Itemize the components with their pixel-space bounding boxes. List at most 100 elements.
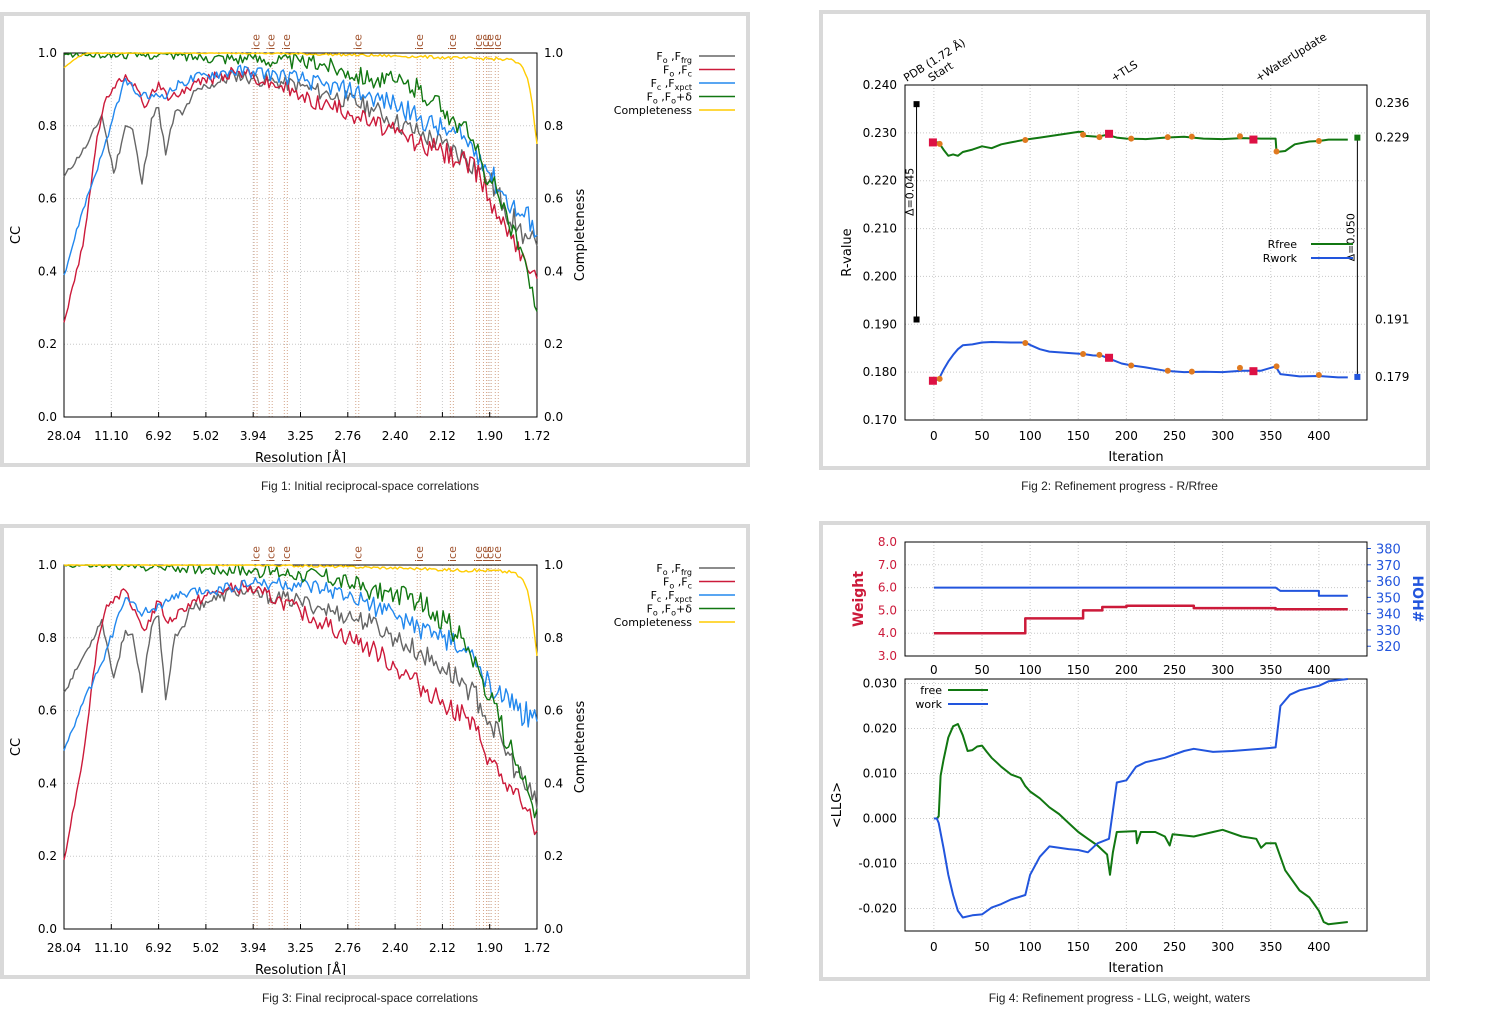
highlight-marker (928, 376, 937, 385)
weight-tick-label: 8.0 (878, 535, 897, 549)
x-tick-label: 350 (1259, 663, 1282, 677)
series-line-0 (933, 130, 1348, 157)
data-point (936, 375, 943, 382)
hoh-tick-label: 320 (1376, 640, 1401, 655)
series-line-4 (63, 52, 538, 145)
fig2-caption: Fig 2: Refinement progress - R/Rfree (1021, 479, 1218, 493)
hoh-axis-label: HOH# (1409, 575, 1425, 622)
hoh-tick-label: 350 (1376, 591, 1401, 606)
legend-label-1: work (915, 698, 942, 711)
x-tick-label: 150 (1067, 940, 1090, 954)
data-point (1080, 131, 1087, 138)
legend-label-3: Fo ,Fo+δ (647, 603, 693, 618)
legend-label-1: Fo ,Fc (663, 64, 692, 79)
data-point (1236, 133, 1243, 140)
x-tick-label: 28.04 (47, 941, 81, 955)
y-axis-label: CC (9, 738, 24, 756)
x-tick-label: 150 (1067, 663, 1090, 677)
series-line-1 (63, 580, 538, 860)
ice-ring-label: ice (491, 546, 504, 562)
y-tick-label: 0.8 (38, 631, 57, 645)
plot-frame (904, 678, 1368, 932)
y-axis-label: CC (9, 226, 24, 244)
x-tick-label: 2.12 (429, 429, 456, 443)
data-point (1164, 134, 1171, 141)
right-value-label: 0.236 (1375, 96, 1409, 110)
fig1-panel: 28.04 11.10 6.92 5.02 3.94 3.25 2.76 2.40 2.12 1.… (0, 12, 750, 467)
fig4-caption: Fig 4: Refinement progress - LLG, weight… (988, 991, 1251, 1005)
end-marker (1354, 134, 1361, 141)
data-point (1128, 362, 1135, 369)
ice-ring-label: ice (250, 546, 263, 562)
x-tick-label: 1.72 (524, 941, 551, 955)
series-line-1 (63, 66, 538, 323)
data-point (1096, 134, 1103, 141)
x-tick-label: 400 (1307, 663, 1330, 677)
legend-label-0: free (920, 684, 942, 697)
x-tick-label: 2.76 (334, 941, 361, 955)
data-point (1022, 137, 1029, 144)
y-tick-label: 0.0 (38, 410, 57, 424)
end-marker (1354, 373, 1361, 380)
x-tick-label: 0 (930, 940, 938, 954)
x-tick-label: 400 (1307, 429, 1330, 443)
delta-label-0: Δ=0.045 (904, 168, 917, 216)
highlight-marker (1249, 367, 1258, 376)
y-tick-label: 0.180 (863, 365, 897, 379)
legend-label-2: Fc ,Fxpct (651, 77, 692, 92)
ice-ring-label: ice (351, 546, 364, 562)
weight-line (933, 604, 1348, 635)
legend-label-1: Rwork (1263, 252, 1298, 265)
hoh-line (933, 586, 1348, 597)
pdb-marker (913, 101, 920, 108)
plot-frame (904, 84, 1368, 421)
x-tick-label: 3.25 (287, 941, 314, 955)
y-tick-label: 0.4 (38, 264, 57, 278)
y-tick-label: 1.0 (38, 46, 57, 60)
ice-ring-label: ice (484, 546, 497, 562)
fig1-caption: Fig 1: Initial reciprocal-space correlat… (260, 479, 480, 493)
x-tick-label: 1.90 (476, 941, 503, 955)
x-tick-label: 350 (1259, 940, 1282, 954)
right-value-label: 0.191 (1375, 313, 1409, 327)
y-tick-label: 0.010 (863, 767, 897, 781)
x-tick-label: 6.92 (145, 429, 172, 443)
y-tick-label: 0.0 (38, 922, 57, 936)
ice-ring-label: ice (351, 34, 364, 50)
fig2-chart: 0 50 100 150 200 250 300 350 400 0.170 0.180 0.190 0… (840, 30, 1409, 465)
series-line-3 (63, 564, 538, 819)
y2-tick-label: 0.8 (544, 119, 563, 133)
right-value-label: 0.229 (1375, 131, 1409, 145)
x-tick-label: 100 (1019, 663, 1042, 677)
top-plot-frame (904, 541, 1368, 657)
y2-tick-label: 0.4 (544, 776, 563, 790)
x-tick-label: 11.10 (94, 429, 128, 443)
y-tick-label: -0.020 (858, 902, 897, 916)
highlight-marker (928, 138, 937, 147)
ice-ring-label: ice (250, 34, 263, 50)
ice-ring-label: ice (265, 34, 278, 50)
data-point (1273, 363, 1280, 370)
x-tick-label: 28.04 (47, 429, 81, 443)
y-tick-label: 0.000 (863, 812, 897, 826)
y2-tick-label: 0.0 (544, 410, 563, 424)
x-tick-label: 1.72 (524, 429, 551, 443)
weight-axis-label: Weight (851, 571, 867, 627)
x-axis-label: Resolution [Å] (255, 962, 346, 975)
y-tick-label: 0.6 (38, 192, 57, 206)
x-tick-label: 6.92 (145, 941, 172, 955)
y2-tick-label: 0.2 (544, 849, 563, 863)
x-tick-label: 200 (1115, 663, 1138, 677)
series-line-0 (63, 586, 538, 809)
y-tick-label: 0.220 (863, 174, 897, 188)
right-value-label: 0.179 (1375, 370, 1409, 384)
series-line-1 (933, 341, 1348, 382)
hoh-tick-label: 330 (1376, 624, 1401, 639)
y2-tick-label: 0.6 (544, 192, 563, 206)
y-tick-label: 0.170 (863, 413, 897, 427)
weight-tick-label: 4.0 (878, 626, 897, 640)
x-tick-label: 3.94 (240, 941, 267, 955)
hoh-tick-label: 360 (1376, 575, 1401, 590)
y-tick-label: 0.200 (863, 269, 897, 283)
y-tick-label: 0.8 (38, 119, 57, 133)
